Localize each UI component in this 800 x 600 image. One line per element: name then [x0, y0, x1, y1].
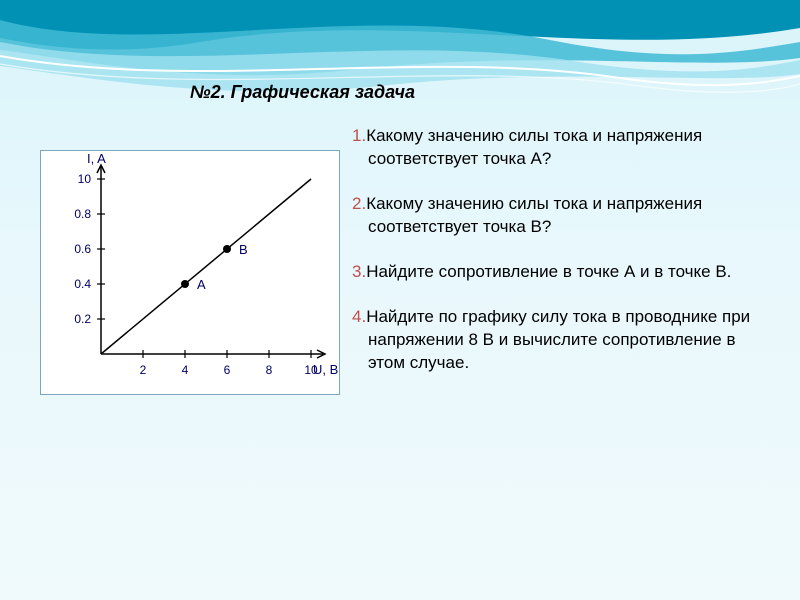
- svg-text:0.2: 0.2: [74, 312, 91, 326]
- questions-list: 1.Какому значению силы тока и напряжения…: [352, 125, 772, 397]
- svg-text:0.4: 0.4: [74, 277, 91, 291]
- svg-text:A: A: [197, 277, 206, 292]
- qtext-2: Какому значению силы тока и напряжения с…: [366, 194, 702, 236]
- svg-text:0.6: 0.6: [74, 242, 91, 256]
- svg-text:I, A: I, A: [87, 151, 106, 166]
- qnum-1: 1.: [352, 126, 366, 145]
- qtext-1: Какому значению силы тока и напряжения с…: [366, 126, 702, 168]
- question-2: 2.Какому значению силы тока и напряжения…: [352, 193, 772, 239]
- question-1: 1.Какому значению силы тока и напряжения…: [352, 125, 772, 171]
- svg-text:6: 6: [224, 363, 231, 377]
- svg-text:8: 8: [266, 363, 273, 377]
- svg-text:2: 2: [140, 363, 147, 377]
- question-4: 4.Найдите по графику силу тока в проводн…: [352, 306, 772, 375]
- question-3: 3.Найдите сопротивление в точке А и в то…: [352, 261, 772, 284]
- iv-chart: 2468100.20.40.60.810I, AU, BAB: [41, 151, 339, 394]
- svg-text:U, B: U, B: [313, 362, 338, 377]
- qtext-3: Найдите сопротивление в точке А и в точк…: [366, 262, 731, 281]
- chart-container: 2468100.20.40.60.810I, AU, BAB: [40, 150, 340, 395]
- svg-text:10: 10: [78, 172, 92, 186]
- qnum-2: 2.: [352, 194, 366, 213]
- svg-text:B: B: [239, 242, 248, 257]
- svg-text:0.8: 0.8: [74, 207, 91, 221]
- svg-text:4: 4: [182, 363, 189, 377]
- qnum-4: 4.: [352, 307, 366, 326]
- slide-title: №2. Графическая задача: [190, 82, 415, 103]
- qnum-3: 3.: [352, 262, 366, 281]
- qtext-4: Найдите по графику силу тока в проводник…: [366, 307, 750, 372]
